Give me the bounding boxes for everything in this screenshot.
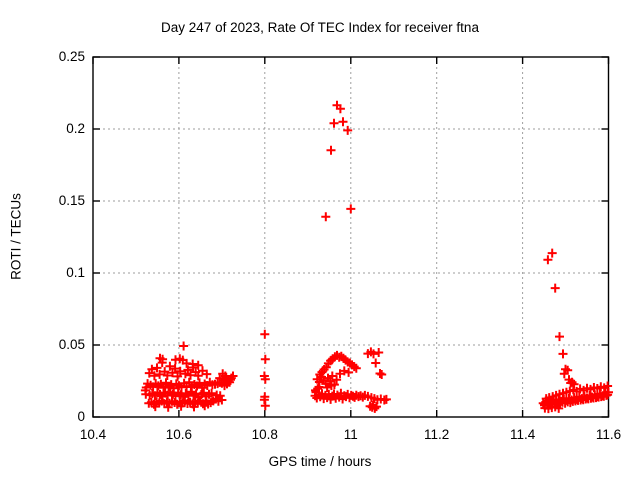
- x-tick-label: 10.6: [165, 427, 193, 442]
- y-tick-label: 0.1: [66, 265, 85, 280]
- plot-border: [92, 56, 610, 418]
- y-tick-label: 0.2: [66, 121, 85, 136]
- x-tick-label: 11.6: [595, 427, 622, 442]
- x-tick-label: 11.2: [424, 427, 450, 442]
- x-tick-label: 10.8: [251, 427, 278, 442]
- x-tick-label: 11: [343, 427, 358, 442]
- y-tick-label: 0.05: [58, 337, 85, 352]
- y-tick-label: 0.15: [58, 193, 85, 208]
- chart-title: Day 247 of 2023, Rate Of TEC Index for r…: [161, 20, 479, 35]
- data-points: [140, 100, 613, 414]
- x-tick-label: 11.4: [509, 427, 536, 442]
- y-tick-label: 0.25: [58, 49, 85, 64]
- x-axis-label: GPS time / hours: [268, 454, 372, 469]
- y-tick-label: 0: [77, 409, 85, 424]
- x-tick-label: 10.4: [79, 427, 107, 442]
